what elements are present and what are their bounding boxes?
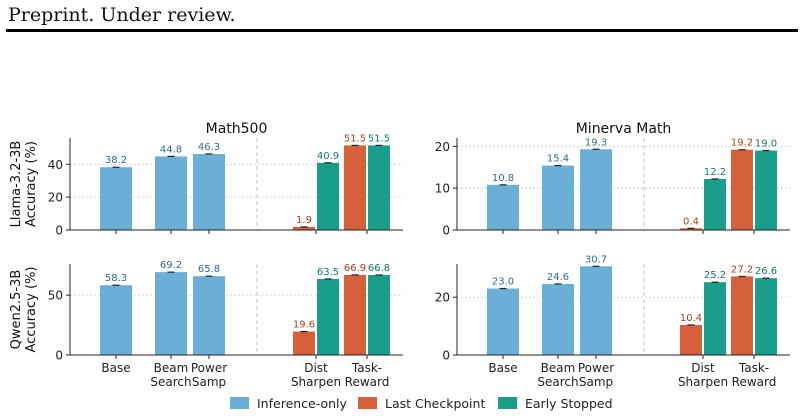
x-tick-label: Power [578,361,614,375]
x-tick-label: Reward [732,375,777,389]
legend-swatch [498,397,517,409]
x-tick-label: Base [101,361,130,375]
x-tick-label: Beam [541,361,576,375]
y-axis-label: Llama-3.2-3BAccuracy (%) [9,141,39,228]
legend-label: Early Stopped [525,396,613,411]
header-rule [6,29,798,32]
x-tick-label: Samp [579,375,613,389]
bar-early-stopped [704,178,726,230]
data-label: 58.3 [105,273,127,284]
y-tick-label: 0 [55,349,63,363]
data-label: 12.2 [704,167,726,178]
bar-inference-only [155,156,187,230]
panel-title: Math500 [206,121,268,137]
bar-early-stopped [755,278,777,355]
bar-last-checkpoint [731,149,753,230]
bar-inference-only [487,184,519,230]
x-tick-label: Task- [738,361,769,375]
x-tick-label: Samp [192,375,226,389]
data-label: 30.7 [585,254,607,265]
page-header: Preprint. Under review. [8,4,236,26]
bar-inference-only [542,283,574,355]
x-tick-label: Base [488,361,517,375]
bar-inference-only [193,276,225,355]
bar-early-stopped [704,282,726,355]
bar-inference-only [580,149,612,230]
bar-last-checkpoint [293,226,315,230]
data-label: 19.6 [293,320,315,331]
bar-inference-only [193,153,225,230]
bar-early-stopped [317,162,339,230]
x-tick-label: Sharpen [291,375,341,389]
data-label: 38.2 [105,155,127,166]
data-label: 40.9 [317,151,339,162]
y-tick-label: 40 [48,158,63,172]
data-label: 46.3 [198,142,220,153]
bar-inference-only [100,285,132,355]
legend-swatch [230,397,249,409]
x-tick-label: Search [150,375,191,389]
y-tick-label: 20 [435,291,450,305]
y-tick-label: 0 [442,349,450,363]
bar-inference-only [155,272,187,355]
x-tick-label: Dist [691,361,715,375]
x-tick-label: Reward [345,375,390,389]
bar-early-stopped [368,145,390,230]
data-label: 51.5 [344,133,366,144]
x-tick-label: Beam [154,361,189,375]
x-tick-label: Search [537,375,578,389]
y-tick-label: 0 [55,224,63,238]
data-label: 19.2 [731,138,753,149]
x-tick-label: Dist [304,361,328,375]
y-tick-label: 20 [435,140,450,154]
legend-label: Inference-only [257,396,348,411]
x-tick-label: Task- [351,361,382,375]
data-label: 51.5 [368,133,390,144]
y-tick-label: 50 [48,289,63,303]
data-label: 26.6 [755,266,777,277]
data-label: 23.0 [492,277,514,288]
bar-last-checkpoint [680,228,702,230]
x-tick-label: Sharpen [678,375,728,389]
y-tick-label: 10 [435,182,450,196]
data-label: 27.2 [731,264,753,275]
bar-inference-only [100,167,132,230]
bar-inference-only [580,266,612,355]
bar-last-checkpoint [293,331,315,355]
data-label: 19.0 [755,139,777,150]
bar-inference-only [487,288,519,355]
data-label: 15.4 [547,154,569,165]
bar-early-stopped [755,150,777,230]
data-label: 25.2 [704,270,726,281]
data-label: 10.8 [492,173,514,184]
data-label: 65.8 [198,264,220,275]
bar-inference-only [542,165,574,230]
data-label: 0.4 [683,216,699,227]
bar-last-checkpoint [680,324,702,355]
data-label: 24.6 [547,272,569,283]
data-label: 44.8 [160,144,182,155]
y-tick-label: 20 [48,191,63,205]
x-tick-label: Power [191,361,227,375]
legend-label: Last Checkpoint [385,396,485,411]
bar-early-stopped [368,275,390,355]
y-tick-label: 0 [442,224,450,238]
data-label: 10.4 [680,313,702,324]
data-label: 19.3 [585,137,607,148]
y-axis-label: Qwen2.5-3BAccuracy (%) [9,267,39,353]
data-label: 66.8 [368,263,390,274]
panel-title: Minerva Math [576,121,672,137]
data-label: 69.2 [160,260,182,271]
legend-swatch [358,397,377,409]
bar-last-checkpoint [344,274,366,355]
bar-last-checkpoint [344,145,366,230]
data-label: 66.9 [344,263,366,274]
data-label: 1.9 [296,215,312,226]
bar-last-checkpoint [731,276,753,355]
data-label: 63.5 [317,267,339,278]
bar-early-stopped [317,278,339,355]
